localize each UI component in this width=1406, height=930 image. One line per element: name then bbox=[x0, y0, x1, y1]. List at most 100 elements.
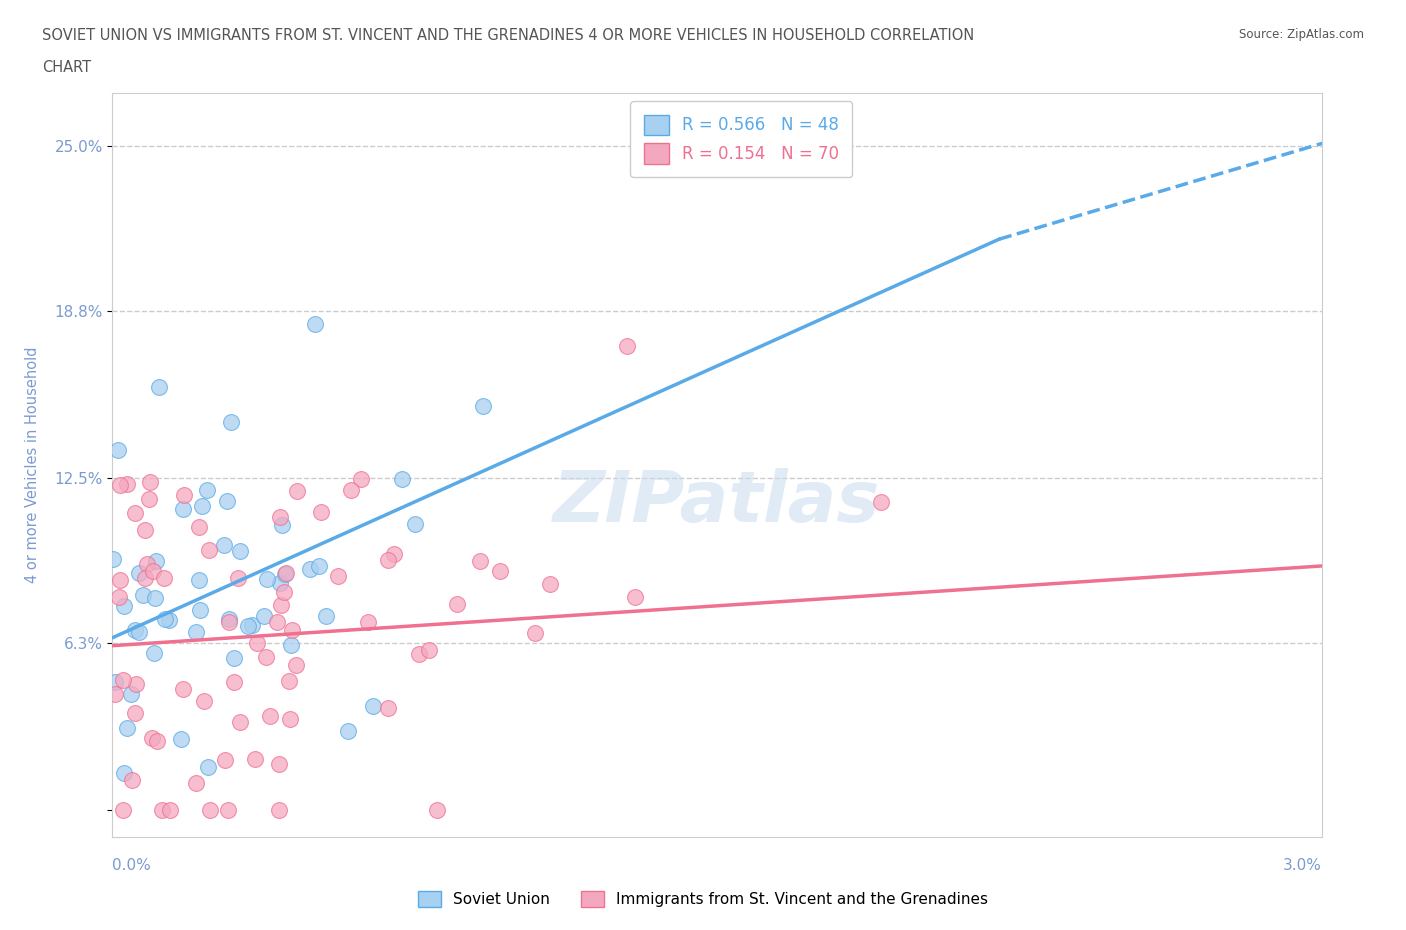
Point bbox=[269, 575, 291, 590]
Point bbox=[107, 590, 129, 604]
Point bbox=[350, 472, 373, 486]
Point bbox=[229, 715, 252, 730]
Point bbox=[112, 598, 135, 613]
Text: ZIPatlas: ZIPatlas bbox=[554, 468, 880, 537]
Point bbox=[391, 472, 413, 486]
Point bbox=[115, 476, 138, 491]
Point bbox=[138, 492, 160, 507]
Point bbox=[616, 339, 638, 353]
Point bbox=[111, 672, 134, 687]
Point bbox=[141, 730, 163, 745]
Point bbox=[111, 803, 134, 817]
Point bbox=[624, 590, 647, 604]
Point bbox=[256, 571, 278, 586]
Point bbox=[217, 803, 239, 817]
Point bbox=[281, 623, 304, 638]
Text: SOVIET UNION VS IMMIGRANTS FROM ST. VINCENT AND THE GRENADINES 4 OR MORE VEHICLE: SOVIET UNION VS IMMIGRANTS FROM ST. VINC… bbox=[42, 28, 974, 43]
Point bbox=[336, 724, 359, 738]
Point bbox=[128, 565, 150, 580]
Point bbox=[104, 686, 127, 701]
Point bbox=[124, 623, 146, 638]
Point bbox=[426, 803, 449, 817]
Point bbox=[224, 675, 246, 690]
Point bbox=[377, 552, 399, 567]
Point bbox=[472, 398, 495, 413]
Point bbox=[468, 554, 491, 569]
Point bbox=[172, 501, 194, 516]
Point bbox=[108, 477, 131, 492]
Point bbox=[184, 624, 207, 639]
Point bbox=[188, 573, 211, 588]
Point bbox=[188, 520, 211, 535]
Point bbox=[259, 709, 281, 724]
Point bbox=[198, 543, 221, 558]
Point bbox=[143, 591, 166, 606]
Point bbox=[159, 803, 181, 817]
Point bbox=[128, 624, 150, 639]
Point bbox=[266, 615, 288, 630]
Point bbox=[121, 772, 143, 787]
Y-axis label: 4 or more Vehicles in Household: 4 or more Vehicles in Household bbox=[25, 347, 41, 583]
Point bbox=[489, 564, 512, 578]
Point bbox=[269, 510, 291, 525]
Point bbox=[246, 635, 269, 650]
Point bbox=[228, 544, 250, 559]
Point bbox=[361, 699, 384, 714]
Point bbox=[124, 505, 146, 520]
Point bbox=[146, 734, 169, 749]
Point bbox=[173, 488, 195, 503]
Point bbox=[190, 498, 212, 513]
Point bbox=[108, 572, 131, 587]
Point bbox=[278, 673, 301, 688]
Point bbox=[153, 571, 176, 586]
Point bbox=[280, 638, 302, 653]
Point bbox=[326, 568, 349, 583]
Legend: R = 0.566   N = 48, R = 0.154   N = 70: R = 0.566 N = 48, R = 0.154 N = 70 bbox=[630, 101, 852, 177]
Point bbox=[107, 443, 129, 458]
Point bbox=[157, 613, 180, 628]
Point bbox=[145, 553, 167, 568]
Point bbox=[124, 676, 146, 691]
Point bbox=[218, 612, 240, 627]
Text: 0.0%: 0.0% bbox=[112, 858, 152, 873]
Point bbox=[299, 562, 322, 577]
Point bbox=[357, 615, 380, 630]
Point bbox=[153, 611, 176, 626]
Point bbox=[309, 504, 332, 519]
Point bbox=[446, 596, 468, 611]
Point bbox=[124, 705, 146, 720]
Point bbox=[150, 803, 173, 817]
Point bbox=[218, 615, 240, 630]
Point bbox=[197, 760, 219, 775]
Point bbox=[315, 609, 337, 624]
Point bbox=[340, 483, 363, 498]
Point bbox=[408, 646, 430, 661]
Point bbox=[136, 557, 159, 572]
Point bbox=[188, 603, 211, 618]
Point bbox=[236, 618, 259, 633]
Point bbox=[243, 751, 266, 766]
Point bbox=[193, 694, 215, 709]
Point bbox=[142, 564, 165, 578]
Point bbox=[538, 577, 561, 591]
Point bbox=[278, 711, 301, 726]
Point bbox=[195, 483, 218, 498]
Legend: Soviet Union, Immigrants from St. Vincent and the Grenadines: Soviet Union, Immigrants from St. Vincen… bbox=[412, 884, 994, 913]
Point bbox=[120, 687, 142, 702]
Point bbox=[104, 674, 127, 689]
Point bbox=[148, 380, 170, 395]
Point bbox=[267, 756, 290, 771]
Point bbox=[404, 516, 426, 531]
Point bbox=[200, 803, 222, 817]
Text: Source: ZipAtlas.com: Source: ZipAtlas.com bbox=[1239, 28, 1364, 41]
Point bbox=[170, 731, 193, 746]
Point bbox=[112, 765, 135, 780]
Point bbox=[101, 551, 124, 566]
Point bbox=[269, 803, 291, 817]
Point bbox=[221, 415, 243, 430]
Point bbox=[134, 523, 156, 538]
Point bbox=[138, 475, 160, 490]
Point bbox=[228, 571, 250, 586]
Point bbox=[418, 643, 440, 658]
Point bbox=[143, 645, 166, 660]
